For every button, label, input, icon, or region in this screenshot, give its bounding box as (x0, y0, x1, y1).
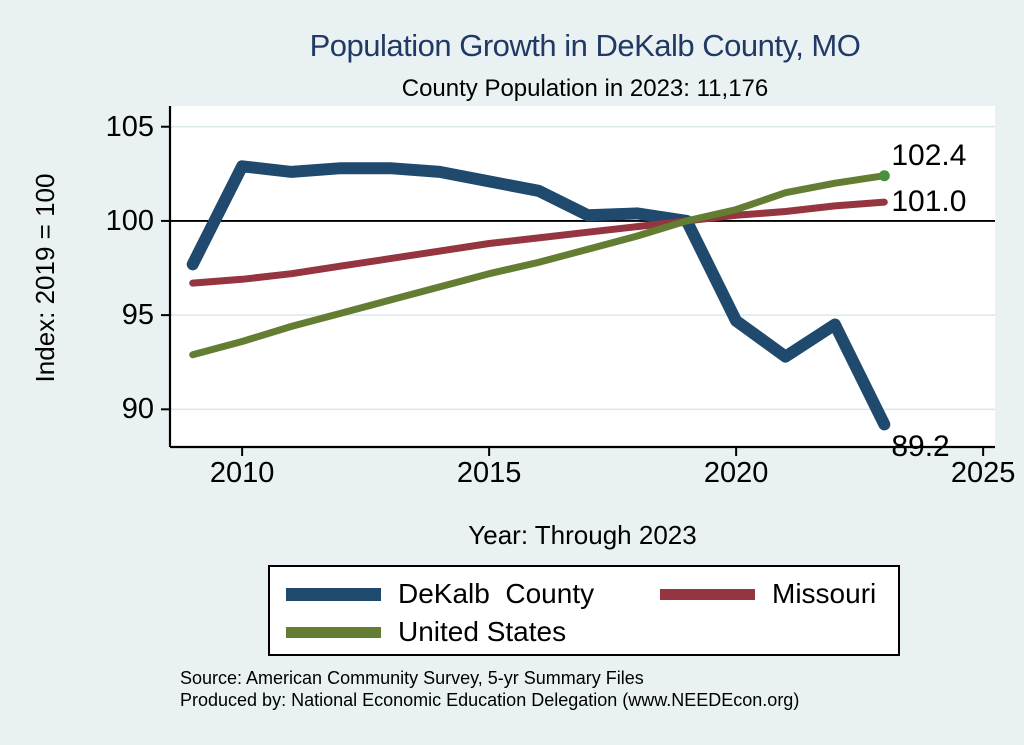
y-tick-label-105: 105 (105, 110, 154, 143)
x-tick-label-2015: 2015 (456, 457, 522, 489)
legend-label-dekalb-county: DeKalb County (398, 578, 595, 609)
legend-swatch-united-states (286, 626, 381, 638)
chart-subtitle: County Population in 2023: 11,176 (401, 75, 769, 102)
y-tick-label-100: 100 (105, 204, 154, 237)
source-note: Source: American Community Survey, 5-yr … (180, 667, 1000, 711)
x-tick-label-2010: 2010 (209, 457, 275, 489)
legend-label-missouri: Missouri (772, 578, 877, 609)
series-line-dekalb-county (186, 160, 891, 431)
series-line-united-states (189, 172, 888, 359)
y-tick-label-95: 95 (121, 299, 154, 332)
end-value-label-dekalb-county: 89.2 (891, 430, 950, 464)
end-value-label-missouri: 101.0 (891, 185, 967, 219)
y-tick-label-90: 90 (121, 393, 154, 426)
legend-swatch-dekalb-county (286, 587, 381, 601)
plot-area (161, 106, 995, 456)
source-line-2: Produced by: National Economic Education… (180, 690, 800, 710)
legend-item-united-states: United States (286, 616, 567, 647)
x-tick-label-2025: 2025 (950, 457, 1016, 489)
chart-title: Population Growth in DeKalb County, MO (309, 28, 861, 63)
series-end-marker-united-states (878, 170, 890, 182)
y-axis-title: Index: 2019 = 100 (30, 173, 60, 383)
legend-item-missouri: Missouri (660, 578, 877, 609)
x-axis-title: Year: Through 2023 (468, 520, 697, 550)
legend-item-dekalb-county: DeKalb County (286, 578, 595, 609)
series-line-missouri (189, 198, 888, 287)
x-tick-label-2020: 2020 (703, 457, 769, 489)
source-line-1: Source: American Community Survey, 5-yr … (180, 668, 644, 688)
plot-background (170, 106, 995, 447)
legend-label-united-states: United States (398, 616, 567, 647)
legend-swatch-missouri (660, 588, 755, 600)
legend: DeKalb County Missouri United States (268, 565, 900, 656)
end-value-label-united-states: 102.4 (891, 138, 967, 172)
